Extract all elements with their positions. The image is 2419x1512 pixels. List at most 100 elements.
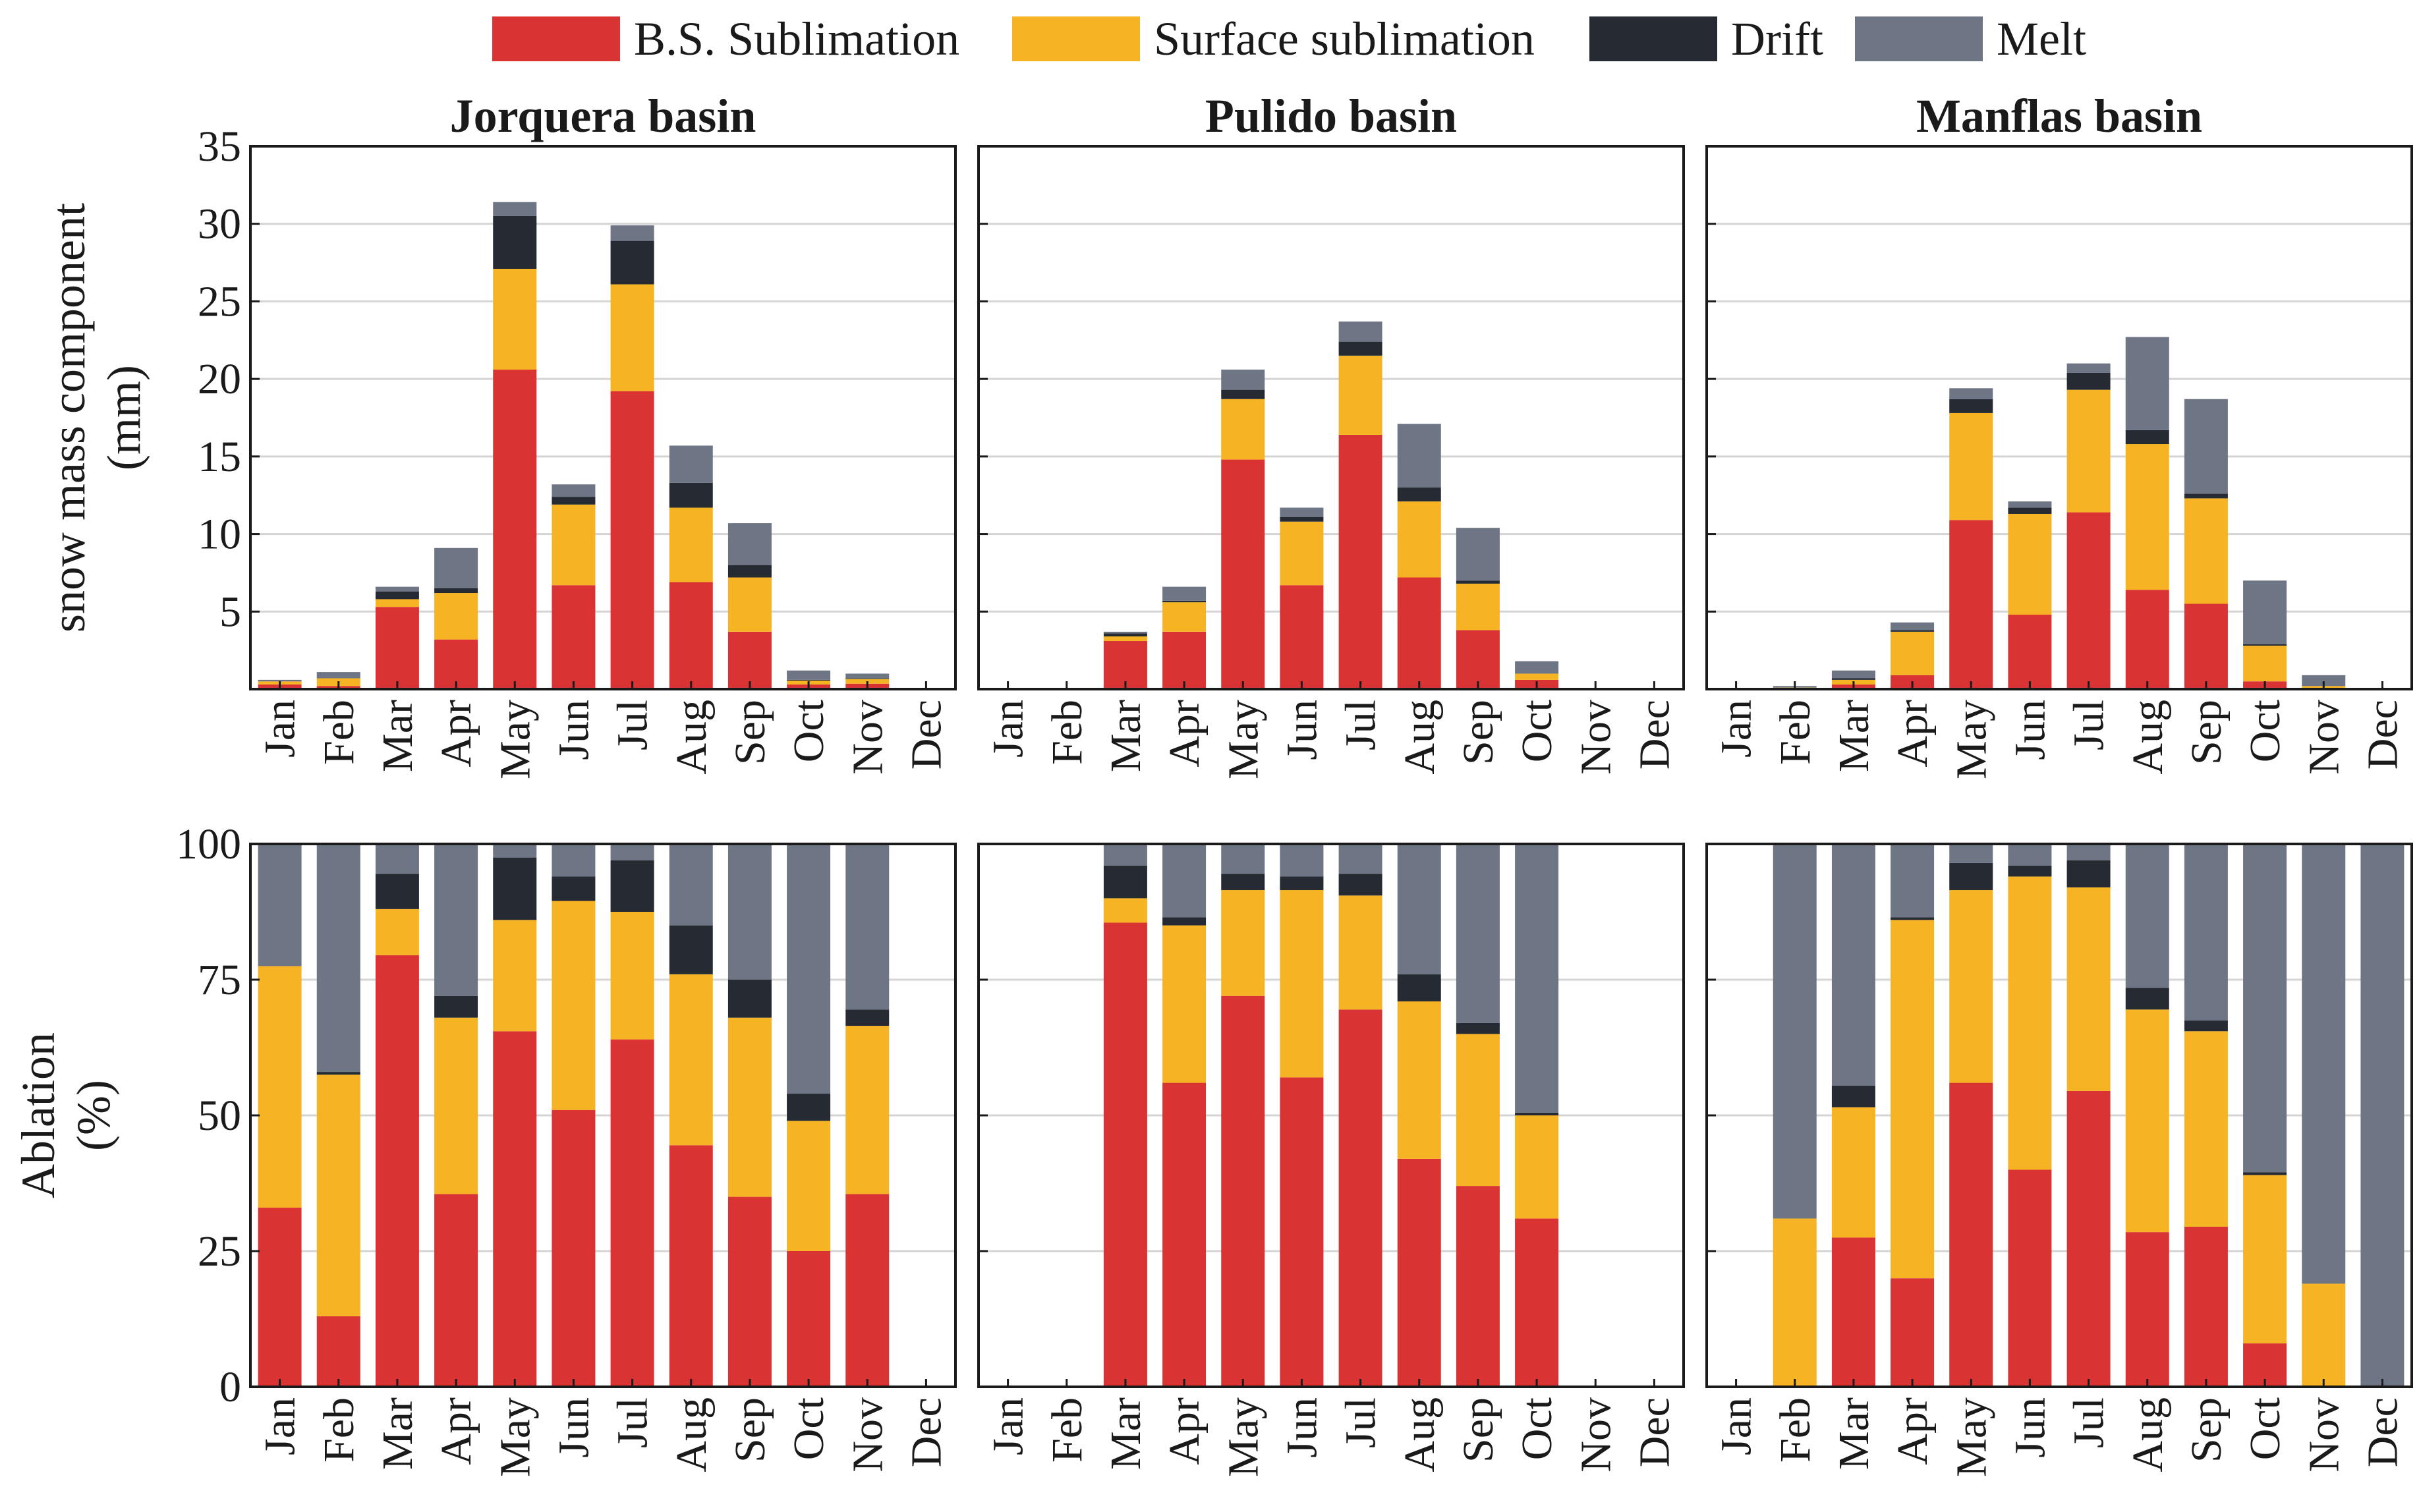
bar-segment-melt [1280, 507, 1324, 517]
bar-segment-drift [1397, 974, 1441, 1001]
panel-2-bottom: Jan Feb Mar Apr May Jun Jul Aug Sep Oct Nov Dec [977, 843, 1685, 1477]
bar-segment-surface_sublimation [375, 909, 419, 955]
x-tick-label: Aug [668, 1397, 716, 1472]
bar-segment-drift [1456, 580, 1500, 584]
bar-segment-drift [1280, 876, 1324, 891]
bar-segment-surface_sublimation [2066, 389, 2111, 513]
bar-segment-drift [2243, 1172, 2287, 1175]
x-tick-label: Feb [315, 1397, 363, 1463]
bar-segment-melt [1831, 844, 1875, 1086]
legend-label-bs_sublimation: B.S. Sublimation [634, 13, 959, 65]
bar-segment-melt [1162, 844, 1207, 918]
bar-segment-drift [2008, 507, 2052, 514]
bar-segment-drift [727, 980, 772, 1018]
bar-segment-drift [1103, 633, 1147, 636]
x-tick-label: Jan [984, 1397, 1033, 1455]
bar-segment-melt [1515, 661, 1559, 674]
bar-segment-bs_sublimation [552, 585, 596, 689]
bar-segment-drift [1162, 917, 1207, 926]
bar-segment-bs_sublimation [2066, 512, 2111, 689]
bar-segment-surface_sublimation [1773, 1218, 1817, 1387]
bar-segment-bs_sublimation [493, 1031, 537, 1387]
bar-segment-surface_sublimation [610, 912, 654, 1040]
y-axis-label-top-line2: (mm) [98, 365, 150, 470]
x-tick-label: Apr [1160, 700, 1209, 768]
bar-segment-surface_sublimation [1280, 521, 1324, 586]
axis-frame [977, 145, 1685, 690]
x-tick-label: Apr [432, 700, 480, 768]
x-tick-label: Oct [2241, 1397, 2289, 1460]
bar-segment-surface_sublimation [1280, 890, 1324, 1078]
x-tick-label: Aug [1396, 700, 1444, 775]
bar-segment-melt [2243, 580, 2287, 644]
panel-title: Jorquera basin [450, 90, 756, 142]
x-tick-label: Nov [843, 1397, 892, 1472]
bar-segment-bs_sublimation [610, 391, 654, 689]
bar-segment-drift [2008, 865, 2052, 877]
y-tick-label: 35 [198, 123, 241, 171]
legend: B.S. Sublimation Surface sublimation Drift… [492, 13, 2086, 65]
bar-segment-bs_sublimation [434, 1194, 478, 1387]
bar-segment-surface_sublimation [1338, 355, 1382, 435]
bar-segment-bs_sublimation [1831, 1237, 1875, 1387]
bar-segment-melt [434, 844, 478, 996]
bar-segment-drift [669, 482, 713, 508]
bar-segment-surface_sublimation [2184, 1031, 2228, 1227]
bar-segment-bs_sublimation [787, 1251, 831, 1387]
bar-segment-melt [1103, 844, 1147, 866]
x-tick-label: Sep [1454, 1397, 1502, 1463]
bar-segment-melt [2125, 844, 2169, 988]
x-tick-label: May [1219, 700, 1267, 779]
bar-segment-melt [1891, 844, 1935, 918]
x-tick-label: Dec [2358, 700, 2406, 770]
bar-segment-drift [845, 1009, 890, 1026]
y-axis-label-top-line1: snow mass component [42, 203, 95, 632]
bar-segment-melt [2008, 501, 2052, 508]
bar-segment-melt [375, 844, 419, 874]
bar-segment-melt [1221, 370, 1265, 390]
bar-segment-melt [258, 844, 302, 966]
panel-1-top: 5 10 15 20 25 30 35 Jan Feb Mar Apr May Jun Jul Aug Sep… [198, 90, 957, 779]
x-tick-label: Jul [1337, 700, 1385, 750]
x-tick-label: Apr [1889, 700, 1937, 768]
x-tick-label: Jun [2006, 1397, 2054, 1458]
bar-segment-bs_sublimation [1221, 995, 1265, 1387]
legend-label-surface_sublimation: Surface sublimation [1154, 13, 1535, 65]
x-tick-label: Mar [1102, 1397, 1150, 1470]
bar-segment-surface_sublimation [2008, 876, 2052, 1170]
bar-segment-drift [1515, 1112, 1559, 1115]
bar-segment-bs_sublimation [1456, 630, 1500, 689]
bar-segment-surface_sublimation [552, 901, 596, 1110]
bar-segment-surface_sublimation [1891, 920, 1935, 1279]
x-tick-label: Jan [256, 1397, 304, 1455]
bar-segment-melt [727, 844, 772, 980]
bar-segment-surface_sublimation [2125, 1009, 2169, 1233]
bar-segment-drift [1831, 678, 1875, 680]
bar-segment-melt [2184, 844, 2228, 1021]
bar-segment-drift [552, 497, 596, 505]
bar-segment-melt [1162, 586, 1207, 601]
legend-label-melt: Melt [1997, 13, 2086, 65]
bar-segment-melt [1949, 388, 1993, 399]
bar-segment-surface_sublimation [375, 599, 419, 607]
bar-segment-melt [610, 844, 654, 860]
bar-segment-surface_sublimation [493, 920, 537, 1032]
bar-segment-surface_sublimation [1221, 399, 1265, 460]
bar-segment-drift [727, 565, 772, 578]
bar-segment-bs_sublimation [2008, 614, 2052, 689]
bar-segment-bs_sublimation [1103, 641, 1147, 689]
bar-segment-bs_sublimation [434, 639, 478, 689]
bar-segment-surface_sublimation [2243, 646, 2287, 682]
bar-segment-bs_sublimation [1162, 1082, 1207, 1387]
panel-title: Manflas basin [1916, 90, 2202, 142]
bar-segment-drift [316, 1072, 360, 1075]
x-tick-label: May [1219, 1397, 1267, 1477]
bar-segment-surface_sublimation [787, 1121, 831, 1251]
bar-segment-surface_sublimation [2184, 498, 2228, 604]
bar-segment-surface_sublimation [1456, 583, 1500, 630]
bar-segment-surface_sublimation [2243, 1175, 2287, 1344]
y-tick-label: 15 [198, 433, 241, 481]
x-tick-label: Oct [1513, 1397, 1561, 1460]
bar-segment-surface_sublimation [1162, 602, 1207, 632]
bar-segment-drift [375, 874, 419, 909]
